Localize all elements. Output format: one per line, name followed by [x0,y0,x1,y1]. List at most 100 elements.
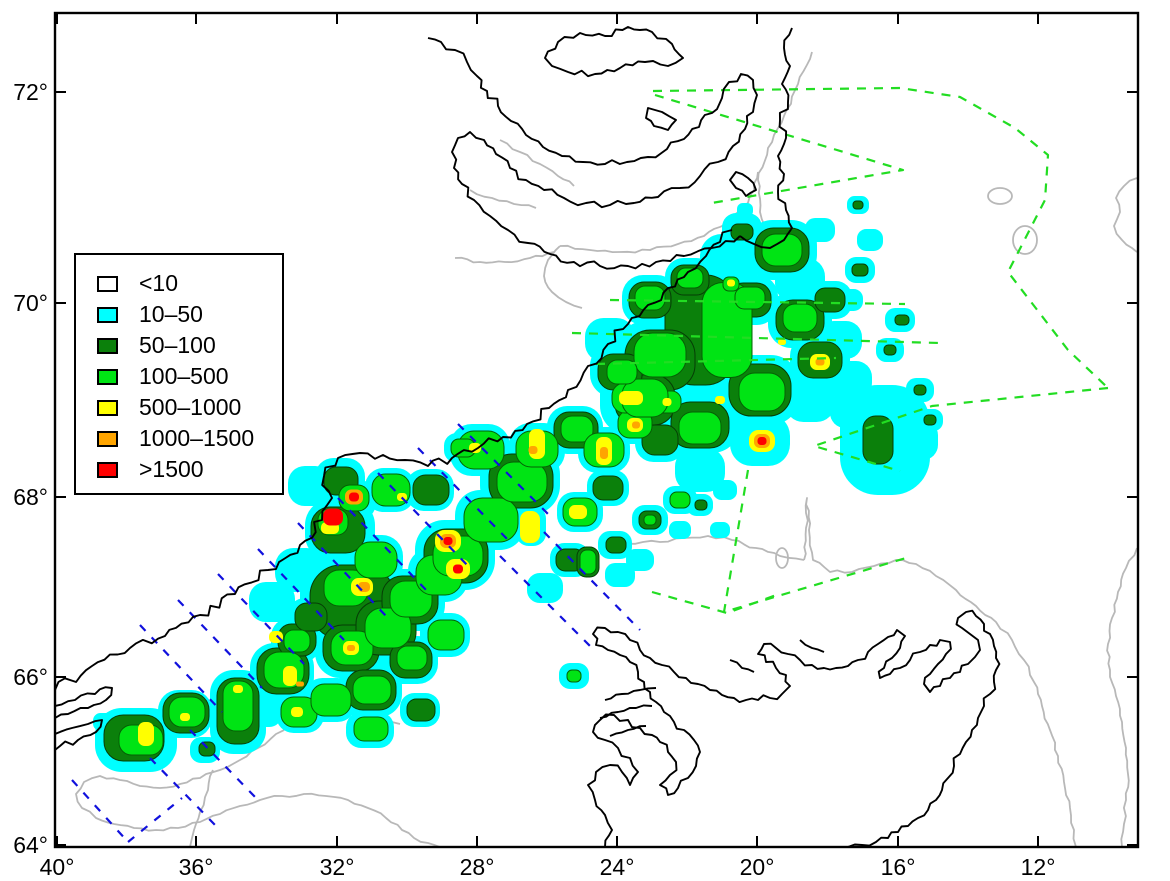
depth-contour-ring [1012,225,1038,255]
density-cell-bin4 [283,666,297,686]
density-cell-bin3 [579,549,597,575]
density-cell-bin5 [347,645,355,651]
density-cell-bin4 [138,722,154,746]
blue-survey-transect [217,573,305,665]
density-cell-bin4 [233,685,243,693]
survey-track-green [571,86,1109,615]
density-cell-bin1 [669,521,691,539]
legend-swatch-green [97,368,118,385]
density-cell-bin3 [782,303,818,333]
y-axis-tick-label: 72° [13,79,48,105]
blue-survey-transect [457,423,555,521]
density-cell-bin3 [352,675,392,705]
density-cell-bin3 [283,629,311,653]
coastline [604,687,657,701]
y-axis-tick-label: 68° [13,484,48,510]
density-cell-bin3 [678,411,722,445]
density-cell-bin2 [198,741,216,757]
green-survey-track [652,86,1109,389]
density-cell-bin2 [852,200,864,210]
coastline [56,719,103,751]
density-layer [93,196,943,772]
depth-contour [1113,177,1137,253]
depth-contour [803,497,1077,846]
green-survey-track [595,356,837,366]
x-axis-tick-label: 16° [880,854,916,880]
density-cell-bin3 [168,696,206,728]
blue-survey-transect [337,497,429,593]
density-cell-bin2 [605,536,627,554]
density-cell-bin4 [778,339,786,345]
density-cell-bin6 [443,537,453,545]
y-axis-tick-label: 64° [13,832,48,858]
depth-contour-ring [987,187,1013,205]
blue-survey-transect [377,472,471,569]
density-cell-bin1 [710,522,730,538]
legend-item: >1500 [76,454,282,485]
density-cell-bin2 [406,698,436,722]
legend-item-label: 50–100 [139,332,216,358]
depth-contour [757,51,813,241]
legend-item-label: 100–500 [139,363,229,389]
legend-item: 50–100 [76,330,282,361]
density-cell-bin5 [528,446,538,454]
coastline [729,171,757,197]
density-cell-bin2 [412,474,450,506]
legend-item: <10 [76,268,282,299]
green-survey-track [609,298,906,306]
density-cell-bin1 [785,378,835,422]
density-cell-bin1 [675,448,725,492]
density-cell-bin3 [463,497,519,543]
density-cell-bin4 [180,713,190,721]
density-cell-bin6 [323,508,343,526]
blue-survey-transect [257,548,345,641]
density-cell-bin3 [222,680,254,732]
density-cell-bin1 [830,392,870,428]
x-axis-tick-label: 28° [459,854,495,880]
blue-survey-transect [71,779,129,843]
coastline [427,37,758,270]
y-axis-tick-label: 66° [13,664,48,690]
legend-swatch-white [97,275,118,292]
coastline [544,26,684,78]
legend-swatch-yellow [97,399,118,416]
green-survey-track [651,590,780,615]
depth-contour [75,711,440,846]
plot-border [53,11,1140,849]
density-cell-bin3 [354,541,398,579]
depth-contour-ring [775,547,789,569]
coastline [609,725,647,737]
coastline [56,686,113,719]
y-axis-tick-label: 70° [13,290,48,316]
legend-item: 1000–1500 [76,423,282,454]
density-cell-bin3 [643,514,657,526]
coastline-layer [56,26,1001,846]
density-cell-bin3 [761,233,803,267]
density-cell-bin6 [349,492,359,502]
density-cell-bin3 [427,619,465,651]
depth-contour-lines [75,51,1137,846]
x-axis-tick-label: 32° [319,854,355,880]
density-cell-bin4 [715,396,725,404]
blue-survey-transect [543,531,641,631]
blue-survey-transect [417,447,513,545]
coastline [599,704,653,719]
legend-item: 100–500 [76,361,282,392]
density-cell-bin6 [453,564,463,574]
x-axis-tick-label: 24° [599,854,635,880]
blue-survey-transect [139,624,223,713]
density-cell-bin2 [814,287,846,313]
survey-track-blue [71,423,641,843]
density-cell-bin4 [291,707,303,717]
density-cell-bin3 [364,607,412,649]
density-cell-bin2 [294,602,328,632]
density-cell-bin2 [913,384,927,396]
legend-item-label: 1000–1500 [139,425,255,451]
density-cell-bin3 [738,372,786,412]
density-cell-bin3 [633,332,687,378]
blue-survey-transect [297,522,387,617]
coastline [739,27,793,249]
density-cell-bin2 [862,415,894,465]
density-cell-bin4 [727,279,735,287]
